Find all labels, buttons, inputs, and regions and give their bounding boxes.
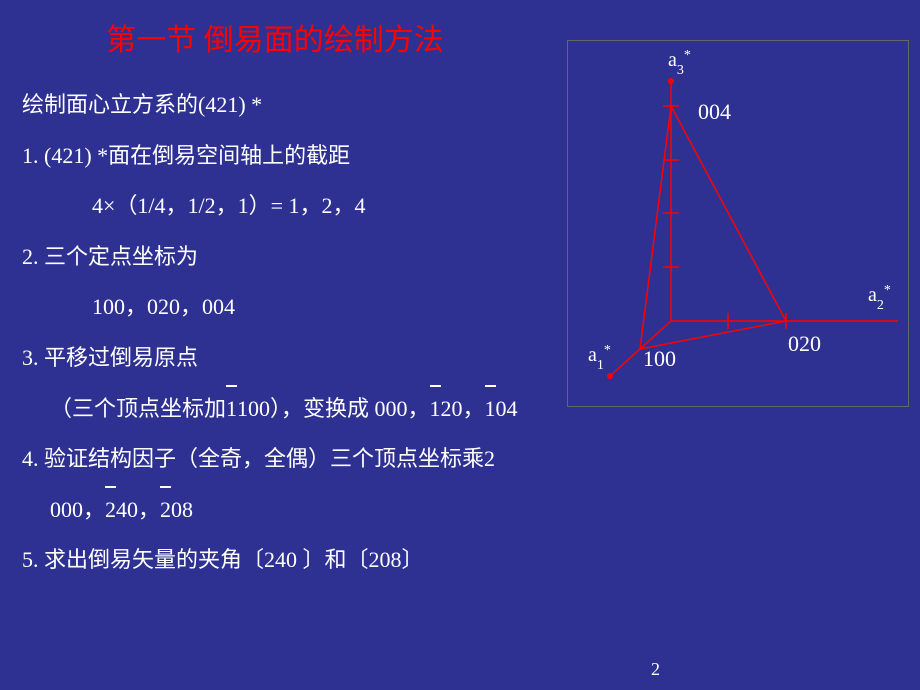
overline-2: 2 [105,485,116,536]
line-4: 4. 验证结构因子（全奇，全偶）三个顶点坐标乘2 [22,434,582,485]
line-2b: 100，020，004 [22,282,582,333]
line-3b-d: 04 [496,396,518,421]
page-number: 2 [651,659,660,680]
overline-1c: 1 [485,384,496,435]
svg-text:004: 004 [698,99,731,124]
line-4b: 000，240，208 [22,485,582,536]
overline-1: 1 [226,384,237,435]
slide: 第一节 倒易面的绘制方法 绘制面心立方系的(421) * 1. (421) *面… [0,0,920,690]
content-body: 绘制面心立方系的(421) * 1. (421) *面在倒易空间轴上的截距 4×… [22,80,582,586]
svg-text:100: 100 [643,346,676,371]
svg-text:a1*: a1* [588,343,611,373]
line-4b-a: 000， [50,497,105,522]
line-3b-b: 100），变换成 000， [237,396,430,421]
overline-2b: 2 [160,485,171,536]
svg-text:020: 020 [788,331,821,356]
diagram-box: a1* a2* a3* 100 020 004 [567,40,909,407]
line-1: 1. (421) *面在倒易空间轴上的截距 [22,131,582,182]
line-4b-b: 40， [116,497,160,522]
svg-text:a3*: a3* [668,48,691,78]
line-3b-a: （三个顶点坐标加 [50,396,226,421]
line-3b-c: 20， [441,396,485,421]
line-2: 2. 三个定点坐标为 [22,232,582,283]
slide-title: 第一节 倒易面的绘制方法 [0,15,550,59]
line-3: 3. 平移过倒易原点 [22,333,582,384]
line-1b: 4×（1/4，1/2，1）= 1，2，4 [22,181,582,232]
line-3b: （三个顶点坐标加1100），变换成 000，120，104 [22,384,582,435]
svg-text:a2*: a2* [868,283,891,313]
line-4b-c: 08 [171,497,193,522]
reciprocal-lattice-diagram: a1* a2* a3* 100 020 004 [568,41,908,406]
line-intro: 绘制面心立方系的(421) * [22,80,582,131]
overline-1b: 1 [430,384,441,435]
line-5: 5. 求出倒易矢量的夹角〔240 〕和〔208〕 [22,535,582,586]
